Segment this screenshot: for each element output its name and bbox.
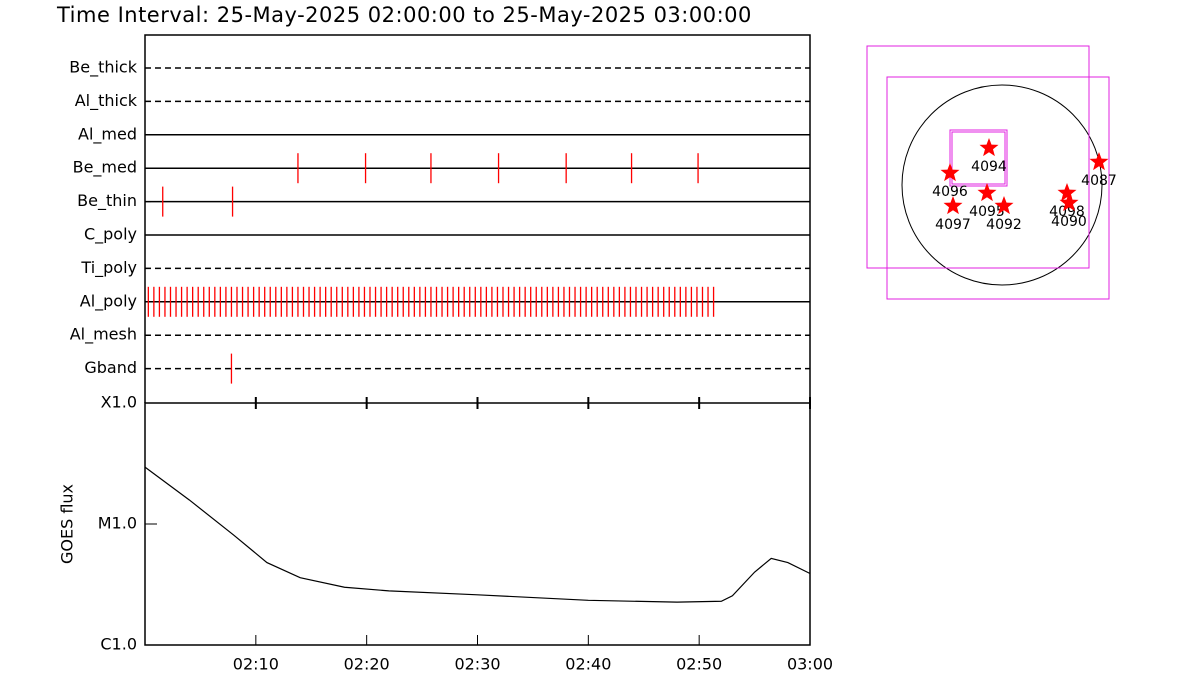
fov-box	[951, 131, 1006, 185]
panel-frame	[144, 34, 811, 403]
region-label: 4095	[969, 204, 1005, 220]
page-title: Time Interval: 25-May-2025 02:00:00 to 2…	[56, 3, 752, 27]
fov-box	[949, 129, 1008, 187]
row-label: Ti_poly	[80, 258, 137, 278]
region-label: 4098	[1049, 204, 1085, 220]
y-tick-label: X1.0	[101, 393, 137, 412]
region-star	[994, 196, 1014, 215]
y-tick-label: C1.0	[100, 635, 137, 654]
region-label: 4094	[971, 159, 1007, 175]
fov-box	[886, 76, 1110, 300]
goes-flux-line	[144, 466, 811, 603]
region-star	[977, 183, 997, 202]
row-label: Be_thick	[69, 58, 137, 78]
region-star	[979, 138, 999, 157]
x-tick-label: 02:10	[233, 655, 279, 674]
region-star	[940, 163, 960, 182]
x-tick-label: 02:30	[454, 655, 500, 674]
region-label: 4097	[935, 217, 971, 233]
row-label: Al_poly	[80, 291, 137, 311]
row-label: C_poly	[84, 225, 137, 245]
row-label: Al_thick	[75, 91, 138, 111]
row-label: Be_med	[73, 158, 137, 178]
y-axis-label: GOES flux	[58, 484, 77, 564]
y-tick-label: M1.0	[98, 514, 137, 533]
row-label: Gband	[84, 358, 137, 377]
row-label: Be_thin	[77, 191, 137, 211]
x-tick-label: 02:20	[344, 655, 390, 674]
region-label: 4087	[1081, 173, 1117, 189]
x-tick-label: 02:50	[676, 655, 722, 674]
region-label: 4090	[1051, 214, 1087, 230]
x-tick-label: 03:00	[787, 655, 833, 674]
region-star	[1089, 152, 1109, 171]
solar-map	[866, 45, 1110, 300]
plot-frame	[144, 402, 811, 646]
region-label: 4092	[986, 217, 1022, 233]
region-label: 4096	[932, 184, 968, 200]
row-label: Al_mesh	[70, 325, 137, 345]
region-star	[1057, 183, 1077, 202]
solar-disk	[901, 84, 1103, 286]
region-star	[943, 196, 963, 215]
region-star	[1059, 193, 1079, 212]
fov-box	[866, 45, 1090, 269]
row-label: Al_med	[78, 124, 137, 144]
x-tick-label: 02:40	[565, 655, 611, 674]
